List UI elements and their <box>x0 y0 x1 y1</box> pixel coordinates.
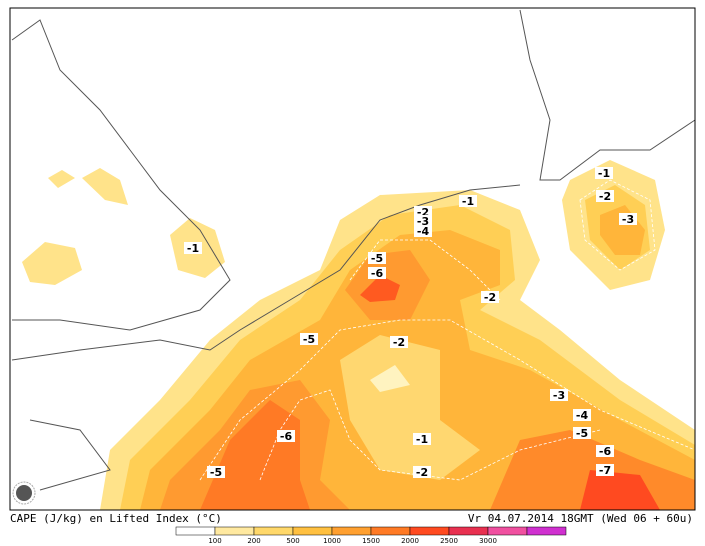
legend-label: 100 <box>208 537 221 545</box>
color-legend: 100 200 500 1000 1500 2000 2500 3000 <box>175 526 567 545</box>
contour-label: -4 <box>576 409 589 422</box>
coastlines <box>11 9 696 491</box>
contour-label: -5 <box>303 333 315 346</box>
label-box <box>595 167 613 179</box>
valid-time: Vr 04.07.2014 18GMT (Wed 06 + 60u) <box>468 512 693 525</box>
contour-label: -3 <box>622 213 634 226</box>
legend-swatch <box>370 526 411 536</box>
contour-label: -1 <box>598 167 610 180</box>
label-box <box>550 389 568 401</box>
label-box <box>207 466 225 478</box>
contour-label: -3 <box>553 389 565 402</box>
label-box <box>413 466 431 478</box>
label-box <box>596 190 614 202</box>
legend-swatch <box>448 526 489 536</box>
contour-label: -7 <box>599 464 611 477</box>
legend-label: 500 <box>286 537 299 545</box>
legend-swatch <box>175 526 216 536</box>
label-box <box>413 433 431 445</box>
label-box <box>596 464 614 476</box>
contour-label: -3 <box>417 215 429 228</box>
contour-label: -1 <box>462 195 474 208</box>
contour-label: -1 <box>416 433 428 446</box>
label-box <box>573 427 591 439</box>
legend-label: 3000 <box>479 537 497 545</box>
label-box <box>184 242 202 254</box>
label-box <box>459 195 477 207</box>
legend-label: 2000 <box>401 537 419 545</box>
legend-swatch <box>214 526 255 536</box>
legend-label: 2500 <box>440 537 458 545</box>
label-box <box>619 213 637 225</box>
label-box <box>596 445 614 457</box>
legend-label: 1000 <box>323 537 341 545</box>
legend-swatch <box>292 526 333 536</box>
contour-label: -2 <box>599 190 611 203</box>
label-box <box>390 336 408 348</box>
contour-label: -6 <box>280 430 293 443</box>
label-box <box>481 291 499 303</box>
legend-label: 1500 <box>362 537 380 545</box>
contour-label: -6 <box>371 267 384 280</box>
contour-label: -2 <box>484 291 496 304</box>
contour-label: -4 <box>417 225 430 238</box>
logo <box>12 481 36 505</box>
contour-label: -6 <box>599 445 612 458</box>
legend-swatch <box>526 526 567 536</box>
label-box <box>414 225 432 237</box>
contour-label: -2 <box>393 336 405 349</box>
label-box <box>277 430 295 442</box>
label-box <box>368 267 386 279</box>
contour-label: -5 <box>371 252 383 265</box>
contour-label: -5 <box>576 427 588 440</box>
label-box <box>300 333 318 345</box>
map-frame <box>9 7 696 511</box>
caption: CAPE (J/kg) en Lifted Index (°C) <box>10 512 222 525</box>
contour-label: -1 <box>187 242 199 255</box>
legend-swatch <box>487 526 528 536</box>
legend-swatch <box>409 526 450 536</box>
label-box <box>368 252 386 264</box>
lifted-index-contours <box>199 179 696 481</box>
contour-label: -5 <box>210 466 222 479</box>
legend-swatch <box>331 526 372 536</box>
label-box <box>414 215 432 227</box>
legend-swatch <box>253 526 294 536</box>
label-box <box>573 409 591 421</box>
contour-label: -2 <box>416 466 428 479</box>
legend-label: 200 <box>247 537 260 545</box>
contour-labels: -1-2-3-4-5-6-1-2-5 -2-1-2-3-3-4-5-6-7-6 -1… <box>184 167 637 479</box>
